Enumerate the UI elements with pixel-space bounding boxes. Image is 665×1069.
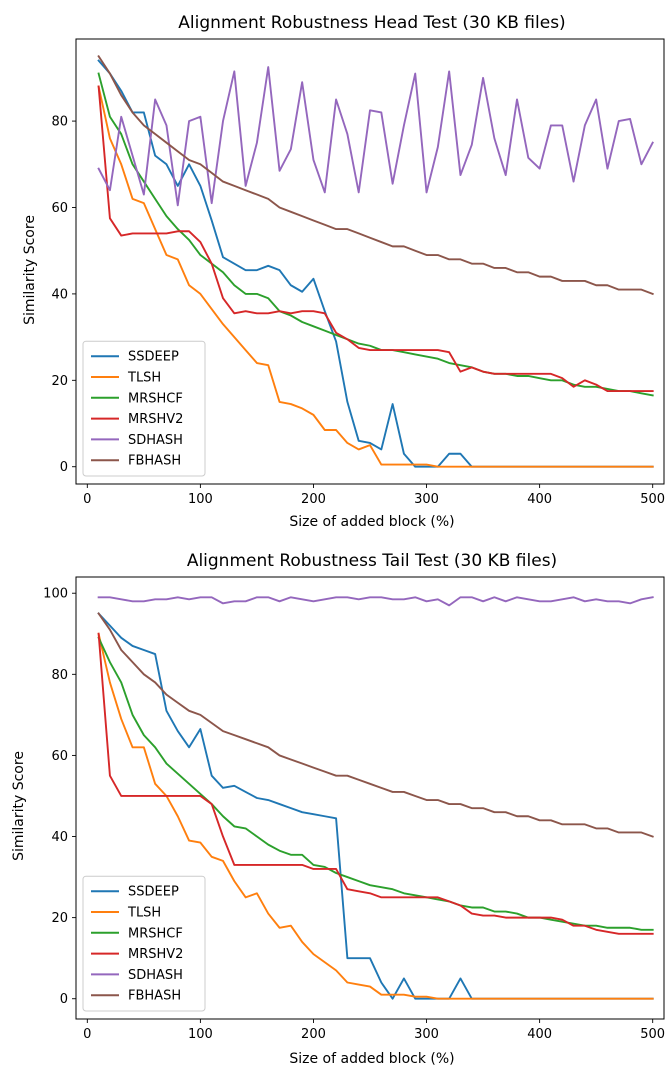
x-tick-label: 300 (414, 1027, 439, 1042)
plot-frame (75, 38, 665, 485)
legend-label: SSDEEP (128, 885, 179, 900)
x-tick-label: 500 (640, 492, 665, 507)
legend-label: MRSHCF (128, 391, 183, 406)
y-tick-label: 40 (51, 830, 68, 845)
series-line-fbhash (97, 612, 654, 838)
series-line-mrshcf (97, 72, 654, 397)
x-tick-label: 0 (83, 492, 91, 507)
legend-label: TLSH (127, 906, 161, 921)
y-axis-title: Similarity Score (22, 215, 38, 325)
plot-area: 0 100 200 300 400 500 0 20 40 60 80 SSDEEP TLSH MRSHC… (51, 38, 665, 507)
y-tick-label: 40 (51, 287, 68, 302)
series-lines (97, 54, 654, 468)
legend-label: TLSH (127, 371, 161, 386)
x-tick-label: 400 (527, 492, 552, 507)
x-tick-label: 200 (301, 1027, 326, 1042)
chart-title: Alignment Robustness Head Test (30 KB fi… (178, 13, 565, 33)
legend-label: SDHASH (128, 433, 183, 448)
x-tick-label: 100 (188, 492, 213, 507)
y-tick-label: 80 (51, 115, 68, 130)
series-lines (97, 596, 654, 1000)
chart-tail-test: Alignment Robustness Tail Test (30 KB fi… (11, 551, 665, 1067)
legend-box (82, 875, 206, 1012)
y-tick-label: 0 (60, 992, 68, 1007)
x-tick-label: 500 (640, 1027, 665, 1042)
x-tick-label: 200 (301, 492, 326, 507)
legend-label: FBHASH (128, 454, 181, 469)
legend-label: FBHASH (128, 989, 181, 1004)
series-line-mrshcf (97, 636, 654, 931)
legend-label: MRSHV2 (128, 412, 183, 427)
series-line-tlsh (97, 632, 654, 1000)
chart-head-test: Alignment Robustness Head Test (30 KB fi… (22, 13, 665, 530)
x-axis-title: Size of added block (%) (289, 1051, 454, 1067)
series-line-fbhash (97, 54, 654, 296)
legend: SSDEEP TLSH MRSHCF MRSHV2 SDHASH FBHASH (82, 340, 206, 477)
y-tick-label: 20 (51, 374, 68, 389)
plot-frame (75, 576, 665, 1020)
series-line-tlsh (97, 85, 654, 468)
series-line-mrshv2 (97, 85, 654, 393)
y-tick-label: 60 (51, 201, 68, 216)
series-line-sdhash (97, 66, 654, 207)
legend-label: SDHASH (128, 968, 183, 983)
x-tick-label: 100 (188, 1027, 213, 1042)
y-axis-title: Similarity Score (11, 751, 27, 861)
x-axis-title: Size of added block (%) (289, 514, 454, 530)
legend-label: MRSHCF (128, 926, 183, 941)
series-line-sdhash (97, 596, 654, 607)
x-tick-label: 400 (527, 1027, 552, 1042)
chart-title: Alignment Robustness Tail Test (30 KB fi… (187, 551, 557, 571)
series-line-mrshv2 (97, 632, 654, 935)
y-tick-label: 100 (43, 587, 68, 602)
y-tick-label: 20 (51, 911, 68, 926)
y-tick-label: 60 (51, 749, 68, 764)
legend-box (82, 340, 206, 477)
y-tick-label: 80 (51, 668, 68, 683)
plot-area: 0 100 200 300 400 500 0 20 40 60 80 100 SSDEEP TLSH MR… (43, 576, 665, 1042)
x-tick-label: 300 (414, 492, 439, 507)
legend-label: MRSHV2 (128, 947, 183, 962)
legend-label: SSDEEP (128, 350, 179, 365)
x-tick-label: 0 (83, 1027, 91, 1042)
y-tick-label: 0 (60, 460, 68, 475)
legend: SSDEEP TLSH MRSHCF MRSHV2 SDHASH FBHASH (82, 875, 206, 1012)
